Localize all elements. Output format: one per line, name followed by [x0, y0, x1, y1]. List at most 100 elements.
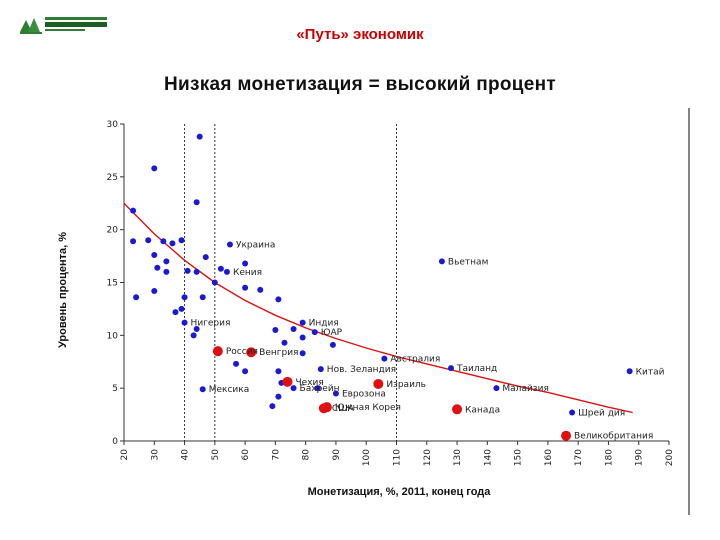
red-point: [373, 378, 384, 389]
blue-point: [151, 165, 158, 172]
blue-point: [199, 386, 206, 393]
point-label: Таиланд: [456, 364, 497, 374]
blue-point: [130, 238, 137, 245]
blue-point: [163, 268, 170, 275]
y-tick-label: 30: [107, 120, 119, 130]
blue-point: [193, 268, 200, 275]
point-label: Китай: [636, 367, 665, 377]
point-label: Австралия: [390, 355, 440, 365]
blue-point: [151, 252, 158, 259]
chart-axes: 0 5 10 15 20 25 30 20 30 40 50 60 70 80 90 100 110 120 130…: [107, 120, 675, 466]
blue-point: [190, 332, 197, 339]
point-label: Великобритания: [574, 432, 653, 442]
blue-point: [299, 319, 306, 326]
blue-point: [332, 390, 339, 397]
x-tick-label: 150: [514, 449, 524, 466]
blue-point: [217, 265, 224, 272]
blue-point: [626, 368, 633, 375]
point-label: Израиль: [386, 380, 426, 390]
blue-point: [202, 254, 209, 261]
red-point: [212, 346, 223, 357]
blue-point: [130, 207, 137, 214]
blue-point: [438, 258, 445, 265]
blue-point: [211, 279, 218, 286]
blue-point: [154, 264, 161, 271]
blue-point: [275, 393, 282, 400]
point-label: Кения: [233, 268, 262, 278]
red-point: [561, 430, 572, 441]
x-tick-label: 20: [120, 449, 130, 461]
data-points: [130, 133, 633, 441]
point-label: Россия: [226, 347, 258, 357]
point-label: Шрей дия: [578, 408, 625, 418]
x-tick-label: 140: [483, 449, 493, 466]
blue-point: [133, 294, 140, 301]
blue-point: [226, 241, 233, 248]
blue-point: [329, 341, 336, 348]
blue-point: [275, 368, 282, 375]
red-point: [246, 347, 257, 358]
red-point: [282, 376, 293, 387]
blue-point: [193, 325, 200, 332]
point-label: Нов. Зеландия: [327, 365, 396, 375]
blue-point: [242, 284, 249, 291]
x-tick-label: 40: [181, 449, 191, 461]
point-label: Нигерия: [191, 319, 231, 329]
blue-point: [290, 325, 297, 332]
x-tick-label: 170: [574, 449, 584, 466]
blue-point: [163, 258, 170, 265]
y-tick-label: 10: [107, 331, 119, 341]
x-axis-label: Монетизация, %, 2011, конец года: [308, 486, 492, 498]
blue-point: [242, 260, 249, 267]
point-label: Малайзия: [502, 384, 548, 394]
red-point: [318, 403, 329, 414]
point-label: Канада: [465, 405, 500, 415]
x-tick-label: 130: [453, 449, 463, 466]
blue-point: [233, 360, 240, 367]
point-label: Венгрия: [259, 348, 298, 358]
blue-point: [196, 133, 203, 140]
x-tick-label: 200: [665, 449, 675, 466]
blue-point: [448, 365, 454, 372]
blue-point: [181, 319, 188, 326]
blue-point: [281, 339, 288, 346]
point-label: Южная Корея: [335, 403, 401, 413]
trend-line: [123, 202, 633, 414]
blue-point: [242, 368, 249, 375]
point-label: Мексика: [209, 385, 250, 395]
point-label: Индия: [309, 319, 339, 329]
blue-point: [493, 385, 500, 392]
blue-point: [199, 294, 206, 301]
point-label: Чехия: [296, 378, 324, 388]
y-tick-label: 5: [112, 384, 118, 394]
point-label: Украина: [236, 240, 275, 250]
x-tick-label: 160: [544, 449, 554, 466]
blue-point: [172, 309, 179, 316]
x-tick-label: 110: [393, 449, 403, 466]
x-tick-label: 80: [302, 449, 312, 461]
blue-point: [311, 329, 318, 336]
blue-point: [151, 287, 158, 294]
blue-point: [299, 334, 306, 341]
header-title: «Путь» экономик: [296, 26, 424, 43]
blue-point: [381, 355, 388, 362]
blue-point: [272, 327, 279, 334]
point-label: Еврозона: [342, 389, 386, 399]
x-tick-label: 50: [211, 449, 221, 461]
blue-point: [169, 240, 176, 247]
blue-point: [178, 237, 185, 244]
blue-point: [314, 385, 321, 392]
y-axis-label: Уровень процента, %: [57, 232, 69, 348]
red-point: [452, 404, 463, 415]
blue-point: [184, 267, 191, 274]
x-tick-label: 70: [271, 449, 281, 461]
x-tick-label: 120: [423, 449, 433, 466]
blue-point: [275, 296, 282, 303]
blue-point: [299, 350, 306, 357]
point-label: США: [332, 404, 355, 414]
blue-point: [193, 199, 200, 206]
blue-point: [257, 286, 264, 293]
x-tick-label: 180: [604, 449, 614, 466]
